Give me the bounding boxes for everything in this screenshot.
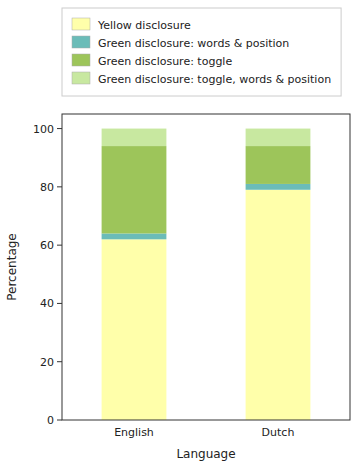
x-axis-label: Language (176, 447, 235, 461)
y-tick (57, 361, 62, 362)
y-tick (57, 245, 62, 246)
legend-label: Green disclosure: toggle (98, 55, 232, 68)
bar-segment (246, 190, 311, 420)
y-tick (57, 186, 62, 187)
y-tick-label: 80 (40, 181, 54, 194)
x-tick-label: Dutch (262, 426, 295, 439)
legend-swatch (72, 54, 90, 66)
y-tick-label: 100 (33, 123, 54, 136)
y-axis-label: Percentage (5, 233, 19, 301)
bar-segment (102, 239, 167, 420)
legend-swatch (72, 18, 90, 30)
legend: Yellow disclosure Green disclosure: words… (62, 8, 341, 96)
legend-label: Green disclosure: words & position (98, 37, 289, 50)
y-axis: 0 20 40 60 80 100 (33, 123, 62, 427)
legend-swatch (72, 36, 90, 48)
x-tick-label: English (114, 426, 154, 439)
y-tick-label: 20 (40, 356, 54, 369)
legend-label: Yellow disclosure (97, 19, 191, 32)
y-tick-label: 40 (40, 297, 54, 310)
chart: Yellow disclosure Green disclosure: words… (0, 0, 364, 468)
y-tick-label: 0 (47, 414, 54, 427)
plot-frame (62, 114, 350, 420)
bar-segment (246, 146, 311, 184)
bar-segment (246, 184, 311, 190)
bar-segment (246, 129, 311, 146)
y-tick-label: 60 (40, 239, 54, 252)
bar-segment (102, 146, 167, 233)
bar-segment (102, 233, 167, 239)
y-tick (57, 128, 62, 129)
y-tick (57, 420, 62, 421)
legend-swatch (72, 72, 90, 84)
y-tick (57, 303, 62, 304)
legend-label: Green disclosure: toggle, words & positi… (98, 73, 331, 86)
x-axis: English Dutch (114, 426, 294, 439)
bar-segment (102, 129, 167, 146)
legend-box (62, 8, 341, 96)
bars (102, 129, 311, 420)
